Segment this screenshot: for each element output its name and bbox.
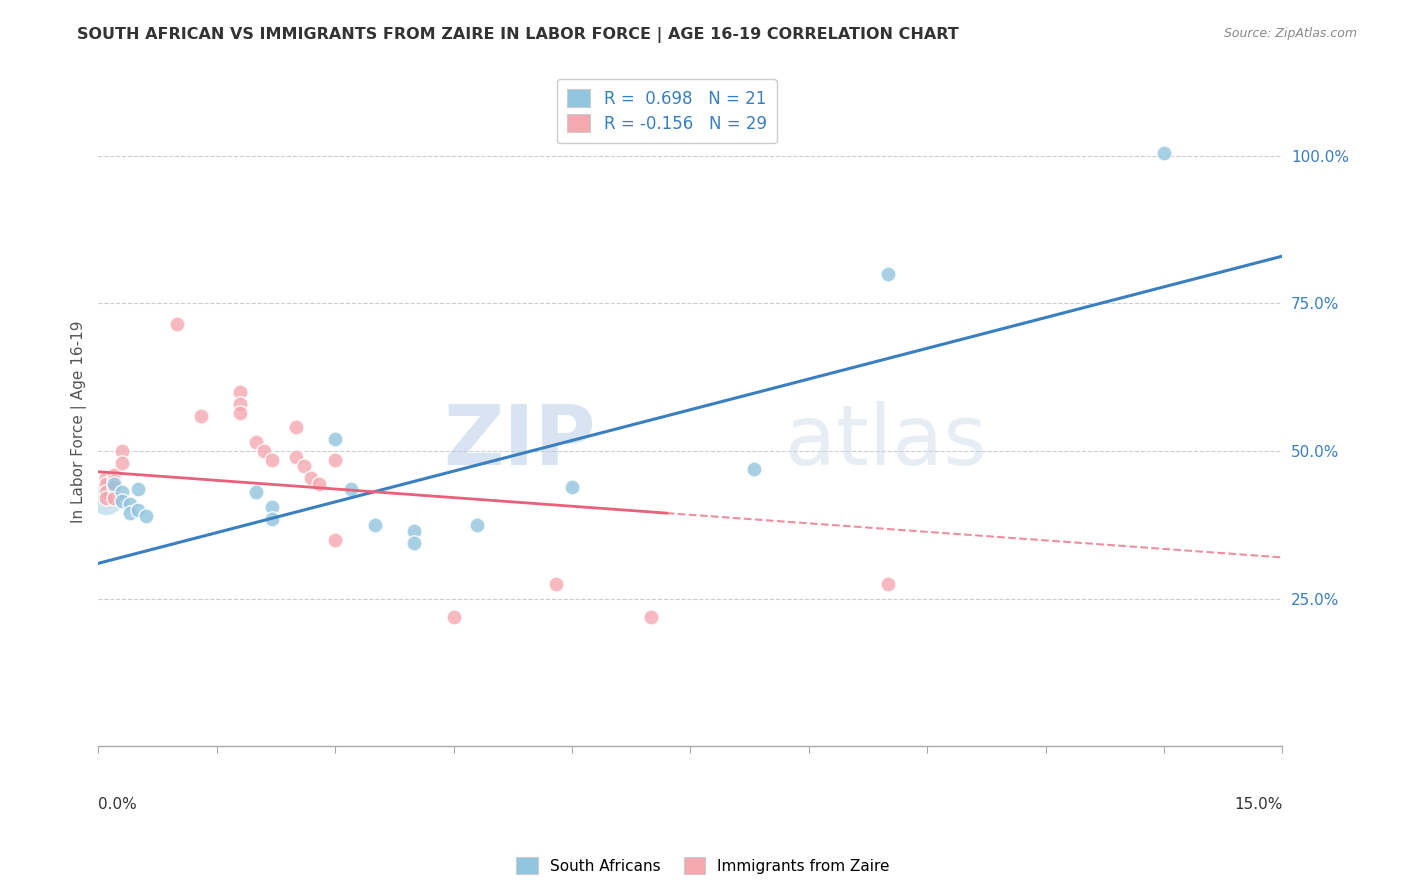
Point xyxy=(876,267,898,281)
Point xyxy=(96,491,118,506)
Point xyxy=(127,503,149,517)
Point xyxy=(253,444,276,458)
Point xyxy=(190,409,212,423)
Point xyxy=(127,483,149,497)
Point xyxy=(443,609,465,624)
Legend: R =  0.698   N = 21, R = -0.156   N = 29: R = 0.698 N = 21, R = -0.156 N = 29 xyxy=(557,78,776,143)
Point xyxy=(292,458,315,473)
Point xyxy=(111,456,134,470)
Point xyxy=(308,476,330,491)
Point xyxy=(229,384,252,399)
Point xyxy=(465,517,488,532)
Point xyxy=(260,512,283,526)
Point xyxy=(260,500,283,515)
Point xyxy=(323,453,346,467)
Text: Source: ZipAtlas.com: Source: ZipAtlas.com xyxy=(1223,27,1357,40)
Point xyxy=(245,435,267,450)
Point xyxy=(103,476,125,491)
Point xyxy=(111,494,134,508)
Point xyxy=(301,470,323,484)
Y-axis label: In Labor Force | Age 16-19: In Labor Force | Age 16-19 xyxy=(72,320,87,523)
Text: atlas: atlas xyxy=(785,401,987,482)
Point xyxy=(135,509,157,524)
Point xyxy=(103,491,125,506)
Point xyxy=(118,497,141,511)
Point xyxy=(323,432,346,446)
Point xyxy=(640,609,662,624)
Point xyxy=(111,485,134,500)
Point xyxy=(363,517,385,532)
Text: ZIP: ZIP xyxy=(443,401,596,482)
Point xyxy=(742,462,765,476)
Point xyxy=(96,470,118,484)
Point xyxy=(546,577,568,591)
Point xyxy=(96,485,118,500)
Point xyxy=(118,506,141,520)
Point xyxy=(103,467,125,482)
Point xyxy=(245,485,267,500)
Point xyxy=(229,406,252,420)
Text: 15.0%: 15.0% xyxy=(1234,797,1282,812)
Point xyxy=(323,533,346,547)
Point xyxy=(876,577,898,591)
Point xyxy=(111,444,134,458)
Text: SOUTH AFRICAN VS IMMIGRANTS FROM ZAIRE IN LABOR FORCE | AGE 16-19 CORRELATION CH: SOUTH AFRICAN VS IMMIGRANTS FROM ZAIRE I… xyxy=(77,27,959,43)
Point xyxy=(1153,145,1175,160)
Text: 0.0%: 0.0% xyxy=(98,797,138,812)
Point xyxy=(96,476,118,491)
Point xyxy=(284,450,307,464)
Point xyxy=(561,479,583,493)
Point xyxy=(260,453,283,467)
Point xyxy=(404,524,426,538)
Point xyxy=(340,483,363,497)
Point xyxy=(284,420,307,434)
Point xyxy=(229,397,252,411)
Point xyxy=(96,491,118,506)
Legend: South Africans, Immigrants from Zaire: South Africans, Immigrants from Zaire xyxy=(510,851,896,880)
Point xyxy=(166,317,188,331)
Point xyxy=(404,535,426,549)
Point xyxy=(103,474,125,488)
Point xyxy=(103,479,125,493)
